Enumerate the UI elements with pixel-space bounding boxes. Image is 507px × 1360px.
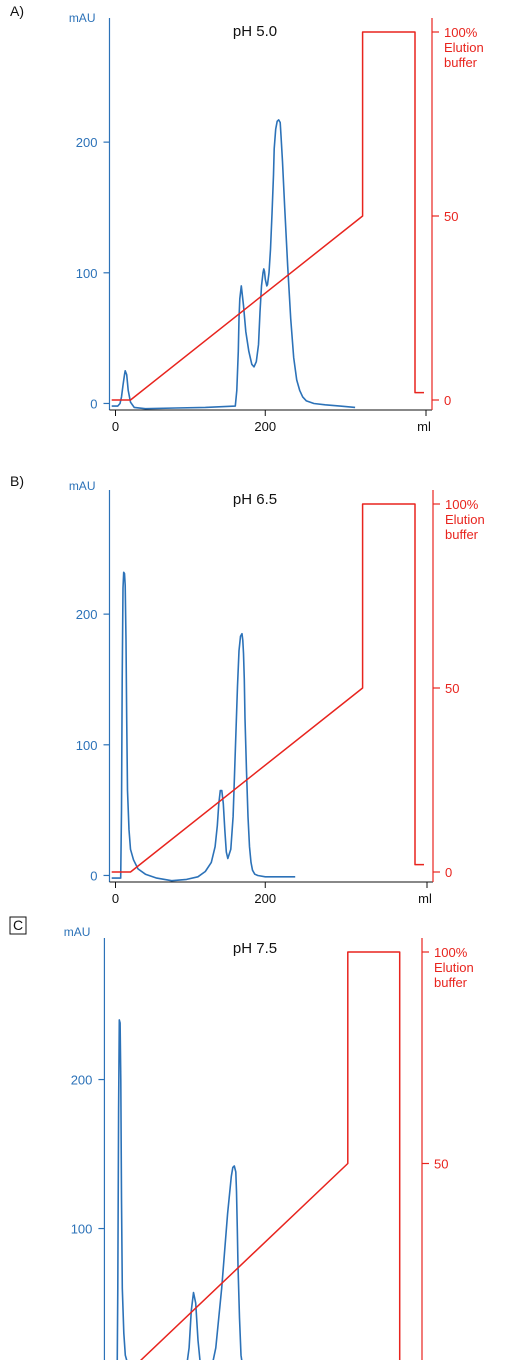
left-y-tick-label: 100 [71,1222,93,1237]
left-y-tick-label: 200 [71,1073,93,1088]
x-tick-label: 0 [112,891,119,906]
right-y-tick-label: 0 [444,393,451,408]
panel-label: C [13,917,23,933]
right-y-axis-label: Elution [445,512,485,527]
right-y-tick-label: 50 [434,1157,448,1172]
right-y-tick-label: 0 [445,865,452,880]
x-axis-label: ml [417,419,431,434]
chart-panel-c: CpH 7.5mAU01002000200ml050100%Elutionbuf… [9,916,474,1360]
left-y-axis-label: mAU [69,479,96,493]
right-y-tick-label: 100% [444,25,478,40]
x-tick-label: 200 [254,891,276,906]
chart-title: pH 5.0 [233,23,277,40]
elution-gradient-line [111,503,424,873]
left-y-tick-label: 200 [76,607,98,622]
right-y-axis-label: buffer [445,527,479,542]
right-y-tick-label: 100% [434,945,468,960]
left-y-tick-label: 0 [90,868,97,883]
x-tick-label: 0 [112,419,119,434]
left-y-axis-label: mAU [69,11,96,25]
chart-title: pH 7.5 [233,940,277,957]
right-y-axis-label: buffer [444,55,478,70]
panel-label: B) [10,473,24,489]
absorbance-trace [111,119,356,410]
absorbance-trace [111,571,296,882]
elution-gradient-line [111,31,424,401]
x-axis-label: ml [418,891,432,906]
chart-panel-b: B) pH 6.5 mAU 0 100 200 0 200 ml 0 50 100%Elutionbu… [10,473,485,906]
left-y-tick-label: 100 [76,738,98,753]
chart-title: pH 6.5 [233,491,277,508]
absorbance-trace [116,1019,243,1360]
right-y-axis-label: Elution [444,40,484,55]
left-y-tick-label: 200 [76,135,98,150]
elution-gradient-line [139,951,401,1360]
right-y-tick-label: 100% [445,497,479,512]
left-y-axis-label: mAU [64,925,91,939]
right-y-axis-label: buffer [434,975,468,990]
panel-label: A) [10,3,24,19]
right-y-tick-label: 50 [445,681,459,696]
left-y-tick-label: 0 [90,396,97,411]
panel-label-box [9,916,27,935]
chart-panel-a: A) pH 5.0 mAU 0 100 200 0 200 ml 0 50 100%Elutionbu… [10,3,484,434]
right-y-axis-label: Elution [434,960,474,975]
x-tick-label: 200 [254,419,276,434]
right-y-tick-label: 50 [444,209,458,224]
left-y-tick-label: 100 [76,266,98,281]
